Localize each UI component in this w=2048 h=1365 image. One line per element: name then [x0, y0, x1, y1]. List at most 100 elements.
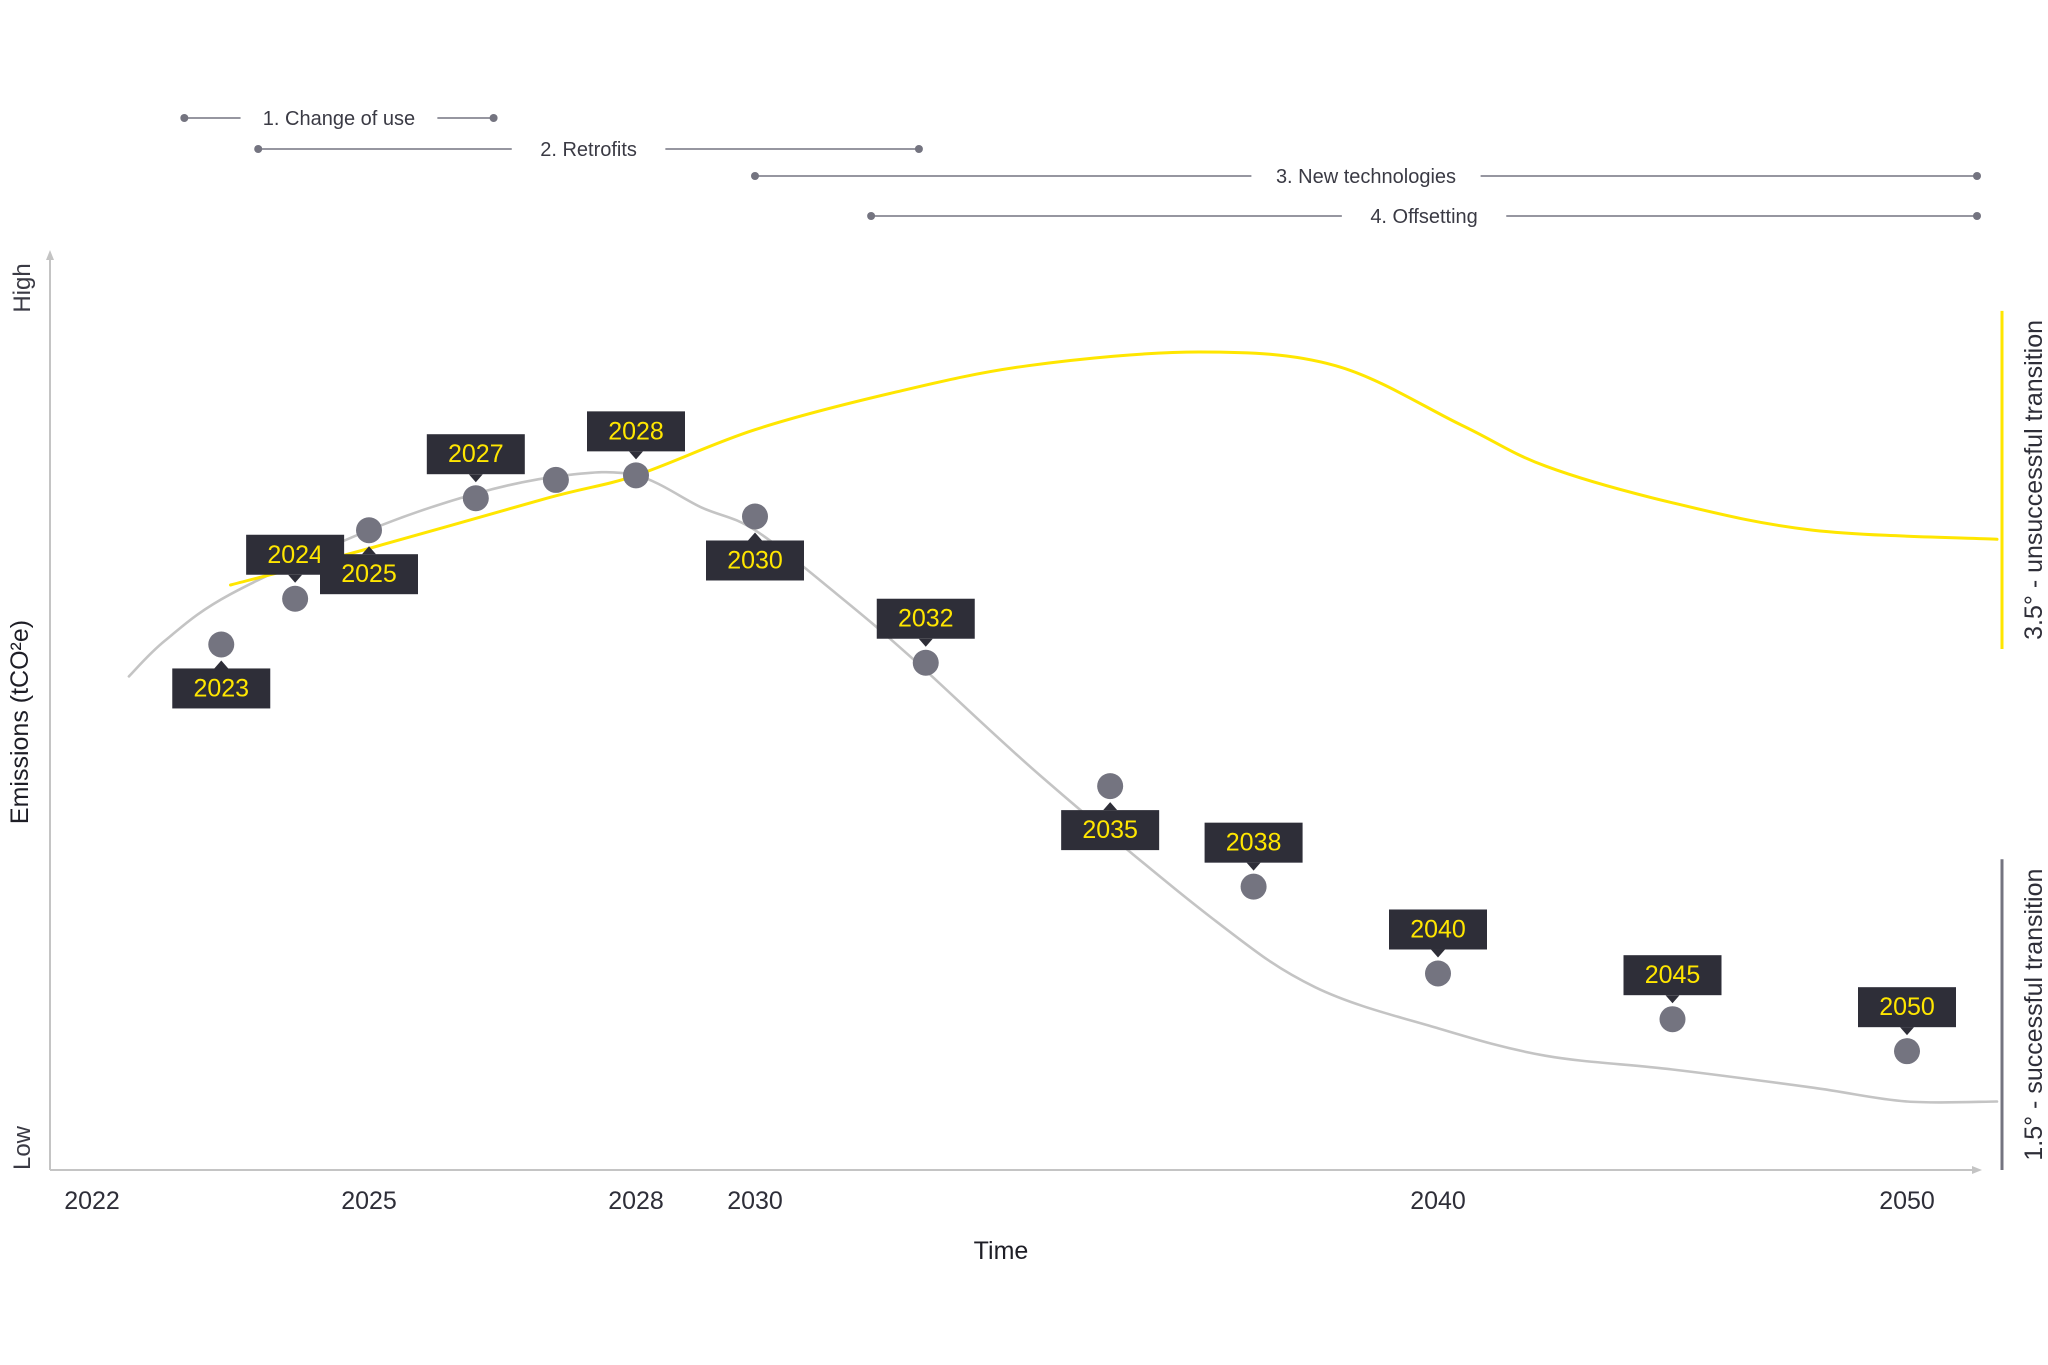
callout-label: 2030 — [727, 546, 783, 574]
phase-start-dot — [254, 145, 263, 153]
x-tick-2040: 2040 — [1410, 1187, 1466, 1215]
callout-2023: 2023 — [172, 660, 271, 709]
milestone-marker-2024 — [282, 585, 309, 612]
callout-label: 2025 — [341, 560, 397, 588]
phase-label-1: 1. Change of use — [263, 108, 415, 130]
callout-2035: 2035 — [1061, 802, 1160, 851]
x-tick-labels: 2022 2025 2028 2030 2040 2050 — [64, 1187, 1935, 1215]
x-tick-2050: 2050 — [1879, 1187, 1935, 1215]
milestone-marker — [542, 466, 569, 493]
phase-start-dot — [751, 172, 759, 180]
milestone-marker-2050 — [1894, 1038, 1920, 1065]
callout-2025: 2025 — [320, 546, 418, 595]
callout-label: 2024 — [267, 541, 323, 569]
callout-2028: 2028 — [587, 411, 685, 460]
milestone-marker-2028 — [623, 462, 649, 489]
callout-box — [587, 411, 685, 452]
callout-label: 2027 — [448, 440, 504, 468]
callout-2040: 2040 — [1389, 909, 1487, 958]
phase-row-2: 2. Retrofits — [254, 139, 923, 161]
phase-end-dot — [1973, 212, 1981, 220]
callout-pointer — [748, 532, 762, 541]
callout-pointer — [1665, 995, 1680, 1004]
phase-end-dot — [914, 145, 923, 153]
phase-end-dot — [1973, 172, 1981, 180]
milestone-callouts: 2023 2024 2025 2027 2028 2030 2032 2035 2038 2040… — [172, 411, 1956, 1036]
milestone-marker-2023 — [208, 631, 235, 658]
phase-end-dot — [489, 114, 498, 122]
callout-box — [1858, 987, 1956, 1028]
callout-box — [1204, 822, 1303, 863]
successful-transition-line — [127, 470, 1999, 1104]
outcome-label: 3.5° - unsuccessful transition — [2020, 320, 2048, 640]
milestone-marker-2045 — [1659, 1006, 1686, 1033]
phase-start-dot — [180, 114, 189, 122]
x-axis-title: Time — [974, 1237, 1029, 1265]
y-axis-low-label: Low — [9, 1125, 36, 1170]
callout-label: 2023 — [193, 674, 249, 702]
x-tick-2030: 2030 — [727, 1187, 783, 1215]
milestone-marker-2040 — [1425, 960, 1451, 987]
unsuccessful-transition-line — [229, 350, 1999, 587]
phase-label-4: 4. Offsetting — [1370, 206, 1477, 228]
outcome-success: 1.5° - successful transition — [2000, 859, 2048, 1170]
callout-box — [1389, 909, 1487, 950]
callout-label: 2045 — [1645, 961, 1701, 989]
callout-label: 2038 — [1226, 829, 1282, 857]
callout-pointer — [468, 474, 483, 483]
callout-pointer — [1431, 949, 1445, 958]
callout-box — [426, 434, 525, 475]
phase-timelines: 1. Change of use 2. Retrofits 3. New techn… — [180, 108, 1981, 228]
callout-2050: 2050 — [1858, 987, 1956, 1036]
callout-2045: 2045 — [1623, 955, 1722, 1004]
milestone-marker-2035 — [1097, 773, 1124, 800]
callout-label: 2050 — [1879, 993, 1935, 1021]
milestone-markers — [208, 462, 1920, 1065]
phase-label-3: 3. New technologies — [1276, 166, 1456, 188]
phase-label-2: 2. Retrofits — [540, 139, 637, 161]
y-axis-arrow-icon — [46, 250, 54, 260]
callout-pointer — [629, 451, 643, 460]
milestone-marker-2032 — [912, 649, 939, 676]
callout-box — [876, 598, 975, 639]
phase-row-3: 3. New technologies — [751, 166, 1981, 188]
callout-pointer — [1246, 862, 1261, 871]
x-tick-2028: 2028 — [608, 1187, 664, 1215]
outcome-label: 1.5° - successful transition — [2020, 869, 2048, 1161]
callout-2038: 2038 — [1204, 822, 1303, 871]
milestone-marker-2030 — [742, 503, 768, 530]
x-tick-2025: 2025 — [341, 1187, 397, 1215]
outcome-bands: 3.5° - unsuccessful transition 1.5° - suc… — [2000, 310, 2048, 1170]
callout-box — [1623, 955, 1722, 996]
milestone-marker-2027 — [462, 485, 489, 512]
x-tick-2022: 2022 — [64, 1187, 120, 1215]
callout-pointer — [918, 638, 933, 647]
callout-pointer — [362, 546, 376, 555]
callout-label: 2035 — [1082, 816, 1138, 844]
milestone-marker-2025 — [356, 517, 382, 544]
callout-box — [172, 668, 271, 709]
callout-2032: 2032 — [876, 598, 975, 647]
callout-pointer — [1103, 802, 1118, 811]
callout-label: 2028 — [608, 417, 664, 445]
callout-box — [706, 540, 804, 581]
x-axis-arrow-icon — [1972, 1166, 1982, 1174]
callout-2030: 2030 — [706, 532, 804, 581]
milestone-marker-2038 — [1240, 873, 1267, 900]
emission-lines — [127, 350, 1999, 1104]
callout-pointer — [288, 574, 303, 583]
callout-box — [320, 554, 418, 595]
callout-label: 2032 — [898, 605, 954, 633]
callout-pointer — [1900, 1027, 1914, 1036]
y-axis-high-label: High — [9, 263, 36, 312]
callout-pointer — [214, 660, 229, 669]
phase-row-1: 1. Change of use — [180, 108, 498, 130]
phase-start-dot — [867, 212, 876, 220]
callout-2027: 2027 — [426, 434, 525, 483]
outcome-fail: 3.5° - unsuccessful transition — [2000, 310, 2048, 650]
callout-label: 2040 — [1410, 915, 1466, 943]
phase-row-4: 4. Offsetting — [867, 206, 1981, 228]
axes: High Low Emissions (tCO²e) Time — [6, 250, 1982, 1265]
callout-box — [1061, 810, 1160, 851]
